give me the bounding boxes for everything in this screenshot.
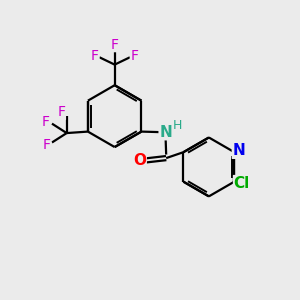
Text: F: F (41, 115, 50, 129)
Text: H: H (173, 119, 182, 132)
Text: F: F (111, 38, 119, 52)
Text: F: F (130, 49, 138, 63)
Text: Cl: Cl (234, 176, 250, 190)
Text: F: F (57, 106, 65, 119)
Text: F: F (43, 138, 51, 152)
Text: F: F (91, 49, 99, 63)
Text: N: N (159, 125, 172, 140)
Text: O: O (133, 153, 146, 168)
Text: N: N (232, 143, 245, 158)
